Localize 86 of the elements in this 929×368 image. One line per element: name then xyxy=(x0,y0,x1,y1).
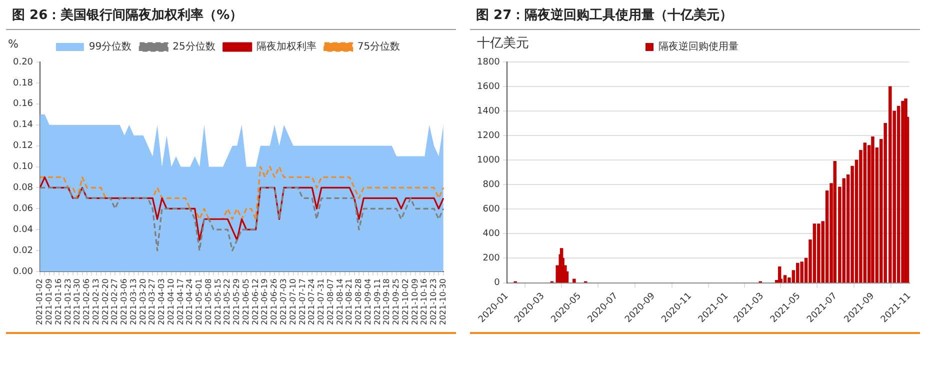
y-tick-label: 0.20 xyxy=(12,57,34,68)
x-tick-label: 2021-09-04 xyxy=(363,278,372,326)
y-axis-title: % xyxy=(8,37,18,50)
x-tick-label: 2021-10-09 xyxy=(410,278,420,326)
bar xyxy=(901,100,904,283)
x-tick-label: 2021-06-05 xyxy=(241,278,250,326)
x-tick-label: 2021-09-11 xyxy=(372,278,382,326)
x-tick-label: 2021-04-17 xyxy=(176,278,185,326)
x-tick-label: 2021-03-27 xyxy=(148,278,157,326)
x-tick-label: 2021-02-06 xyxy=(82,278,92,326)
x-tick-label: 2021-07-17 xyxy=(298,278,307,326)
x-tick-label: 2021-05-15 xyxy=(213,278,222,326)
y-tick-label: 400 xyxy=(482,229,500,240)
chart-title: 图 26：美国银行间隔夜加权利率（%） xyxy=(6,0,456,30)
x-tick-label: 2021-04-10 xyxy=(166,278,176,326)
x-tick-label: 2021-01-02 xyxy=(35,278,44,326)
x-tick-label: 2021-07-24 xyxy=(307,278,316,326)
x-tick-label: 2021-10-02 xyxy=(400,278,410,326)
y-tick-label: 0.16 xyxy=(12,99,34,110)
bar xyxy=(817,224,820,283)
x-tick-label: 2021-03-20 xyxy=(138,278,148,326)
x-tick-label: 2021-03-06 xyxy=(120,278,129,326)
x-tick-label: 2021-06-26 xyxy=(270,278,279,326)
y-tick-label: 0.12 xyxy=(12,141,34,152)
x-tick-label: 2021-08-14 xyxy=(335,278,344,326)
x-tick-label: 2021-10-23 xyxy=(429,278,438,326)
y-tick-label: 0.10 xyxy=(12,162,34,172)
y-tick-label: 0.02 xyxy=(12,246,34,256)
x-tick-label: 2021-01-16 xyxy=(54,278,63,326)
x-tick-label: 2021-10-30 xyxy=(438,278,448,326)
line-series xyxy=(39,186,444,252)
x-tick-label: 2021-01-23 xyxy=(63,278,72,326)
y-tick-label: 1200 xyxy=(477,130,500,141)
bar xyxy=(842,178,846,283)
x-tick-label: 2021-03-13 xyxy=(128,278,138,326)
bar xyxy=(871,136,874,283)
x-tick-label: 2021-09-18 xyxy=(382,278,392,326)
x-tick-label: 2021-08-21 xyxy=(344,278,354,326)
x-tick-label: 2021-06-19 xyxy=(260,278,270,326)
y-tick-label: 800 xyxy=(482,180,500,190)
legend-label: 25分位数 xyxy=(172,40,216,53)
y-axis-title: 十亿美元 xyxy=(476,34,529,51)
x-tick-label: 2021-07-03 xyxy=(279,278,288,326)
x-tick-label: 2021-07-10 xyxy=(288,278,298,326)
x-tick-label: 2021-05-22 xyxy=(222,278,232,326)
x-tick-label: 2021-01-09 xyxy=(44,278,54,326)
y-tick-label: 0.06 xyxy=(12,204,34,214)
y-tick-label: 600 xyxy=(482,204,500,215)
x-tick-label: 2021-05-01 xyxy=(194,278,204,326)
y-tick-label: 0.18 xyxy=(12,78,34,88)
x-tick-label: 2021-02-13 xyxy=(91,278,100,326)
bar xyxy=(796,262,800,283)
bar xyxy=(812,224,816,283)
legend-label: 99分位数 xyxy=(88,40,132,53)
legend-label: 隔夜加权利率 xyxy=(256,40,316,53)
x-tick-label: 2021-01-30 xyxy=(72,278,82,326)
y-tick-label: 0.14 xyxy=(12,120,34,130)
x-tick-label: 2021-04-24 xyxy=(185,278,194,326)
x-tick-label: 2021-10-16 xyxy=(420,278,429,326)
x-tick-label: 2021-02-20 xyxy=(100,278,110,326)
y-tick-label: 0.00 xyxy=(12,266,34,277)
x-tick-label: 2021-02-27 xyxy=(110,278,120,326)
x-tick-label: 2021-09-25 xyxy=(392,278,401,326)
chart-title: 图 27：隔夜逆回购工具使用量（十亿美元） xyxy=(470,0,920,30)
bar xyxy=(863,142,867,283)
y-tick-label: 0.04 xyxy=(12,224,34,235)
x-tick-label: 2021-04-03 xyxy=(157,278,166,326)
bar xyxy=(572,278,576,283)
x-tick-label: 2021-06-12 xyxy=(250,278,260,326)
y-tick-label: 0.08 xyxy=(12,183,34,194)
y-tick-label: 200 xyxy=(482,254,500,264)
y-tick-label: 1800 xyxy=(477,57,500,68)
y-tick-label: 1000 xyxy=(477,155,500,166)
x-tick-label: 2021-05-29 xyxy=(232,278,242,326)
bar xyxy=(800,262,804,283)
x-tick-label: 2021-07-31 xyxy=(316,278,326,326)
x-tick-label: 2021-05-08 xyxy=(204,278,213,326)
legend-label: 75分位数 xyxy=(357,40,400,53)
y-tick-label: 1600 xyxy=(477,82,500,92)
y-tick-label: 0 xyxy=(494,278,500,288)
y-tick-label: 1400 xyxy=(477,106,500,116)
legend-label: 隔夜逆回购使用量 xyxy=(658,40,738,53)
x-tick-label: 2021-08-07 xyxy=(326,278,335,326)
bar xyxy=(783,275,787,283)
line-series xyxy=(39,166,444,220)
x-tick-label: 2021-08-28 xyxy=(354,278,364,326)
